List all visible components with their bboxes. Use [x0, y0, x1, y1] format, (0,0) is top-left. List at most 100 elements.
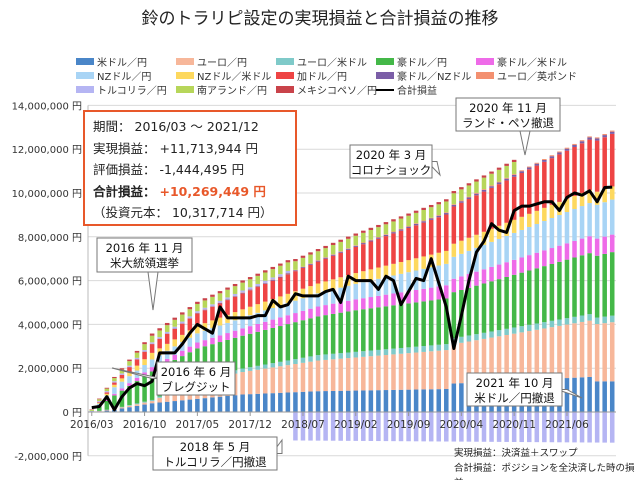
- bar-segment: [579, 143, 585, 193]
- bar-segment: [270, 319, 276, 328]
- bar-segment: [330, 245, 336, 255]
- bar-segment: [511, 327, 517, 334]
- bar-segment: [376, 238, 381, 268]
- bar-segment: [421, 389, 426, 412]
- bar-segment: [262, 280, 268, 283]
- period-value: 2016/03 ～ 2021/12: [134, 119, 259, 134]
- unrealized-label: 評価損益：: [93, 162, 156, 177]
- bar-segment: [119, 369, 125, 374]
- bar-segment: [428, 218, 434, 220]
- bar-segment: [330, 412, 336, 441]
- bar-segment: [602, 133, 607, 136]
- bar-segment: [195, 313, 200, 326]
- bar-segment: [240, 317, 245, 329]
- bar-segment: [481, 189, 487, 190]
- legend-label: トルコリラ／円: [97, 86, 167, 97]
- bar-segment: [594, 138, 600, 141]
- bar-segment: [436, 217, 442, 253]
- bar-segment: [270, 279, 276, 281]
- footnotes: 実現損益：決済益＋スワップ 合計損益：ポジションを全決済した時の損益: [454, 446, 640, 480]
- bar-segment: [534, 412, 540, 443]
- total-value: +10,269,449 円: [159, 183, 266, 199]
- bar-segment: [149, 399, 155, 402]
- bar-segment: [180, 400, 185, 412]
- bar-segment: [376, 412, 381, 442]
- bar-segment: [247, 394, 253, 412]
- bar-segment: [262, 283, 268, 284]
- bar-segment: [345, 390, 351, 412]
- bar-segment: [557, 245, 562, 262]
- bar-segment: [338, 251, 343, 253]
- x-tick-label: 2020/04: [440, 419, 484, 431]
- bar-segment: [293, 363, 298, 393]
- bar-segment: [391, 221, 396, 232]
- bar-segment: [217, 300, 223, 303]
- bar-segment: [391, 389, 396, 412]
- bar-segment: [383, 349, 389, 355]
- bar-segment: [504, 235, 509, 263]
- bar-segment: [247, 326, 253, 334]
- bar-segment: [428, 204, 434, 208]
- bar-segment: [481, 189, 487, 192]
- bar-segment: [459, 240, 464, 254]
- bar-segment: [345, 238, 351, 249]
- bar-segment: [195, 301, 200, 304]
- bar-segment: [119, 381, 125, 389]
- bar-segment: [398, 412, 404, 442]
- bar-segment: [127, 405, 132, 408]
- bar-segment: [564, 378, 570, 412]
- bar-segment: [444, 250, 449, 264]
- bar-segment: [240, 290, 245, 293]
- bar-segment: [511, 162, 517, 175]
- bar-segment: [308, 356, 313, 362]
- bar-segment: [142, 351, 147, 360]
- bar-segment: [232, 286, 238, 294]
- bar-segment: [285, 260, 291, 263]
- bar-segment: [609, 315, 615, 323]
- bar-segment: [542, 161, 547, 208]
- legend-item: NZドル／米ドル: [176, 68, 271, 83]
- callout-pointer: [147, 271, 159, 311]
- callout-line1: 2021 年 10 月: [476, 376, 554, 390]
- bar-segment: [557, 215, 562, 246]
- bar-segment: [534, 165, 540, 211]
- bar-segment: [376, 236, 381, 238]
- bar-segment: [421, 210, 426, 221]
- bar-segment: [202, 300, 208, 308]
- bar-segment: [572, 146, 577, 196]
- bar-segment: [330, 353, 336, 360]
- bar-segment: [142, 364, 147, 373]
- bar-segment: [338, 358, 343, 391]
- bar-segment: [413, 212, 419, 224]
- bar-segment: [519, 216, 524, 230]
- bar-segment: [459, 336, 464, 343]
- legend-line-swatch: [376, 88, 394, 91]
- x-tick-label: 2017/12: [228, 419, 272, 431]
- bar-segment: [180, 314, 185, 322]
- bar-segment: [345, 352, 351, 359]
- bar-segment: [549, 327, 555, 379]
- bar-segment: [134, 365, 140, 371]
- bar-segment: [308, 252, 313, 255]
- bar-segment: [338, 252, 343, 278]
- bar-segment: [104, 392, 110, 394]
- bar-segment: [421, 207, 426, 211]
- bar-segment: [587, 139, 592, 190]
- bar-segment: [489, 266, 494, 282]
- bar-segment: [278, 392, 283, 412]
- bar-segment: [232, 330, 238, 338]
- bar-segment: [489, 412, 494, 442]
- y-tick-label: 10,000,000 円: [12, 189, 82, 200]
- bar-segment: [466, 250, 472, 275]
- bar-segment: [594, 137, 600, 139]
- bar-segment: [398, 218, 404, 229]
- bar-segment: [383, 234, 389, 237]
- x-tick-label: 2018/07: [281, 419, 325, 431]
- x-tick-label: 2016/10: [123, 419, 167, 431]
- bar-segment: [300, 267, 306, 289]
- bar-segment: [127, 372, 132, 377]
- callout-box: [349, 144, 433, 179]
- bar-segment: [391, 231, 396, 233]
- bar-segment: [97, 399, 102, 402]
- bar-segment: [315, 355, 321, 361]
